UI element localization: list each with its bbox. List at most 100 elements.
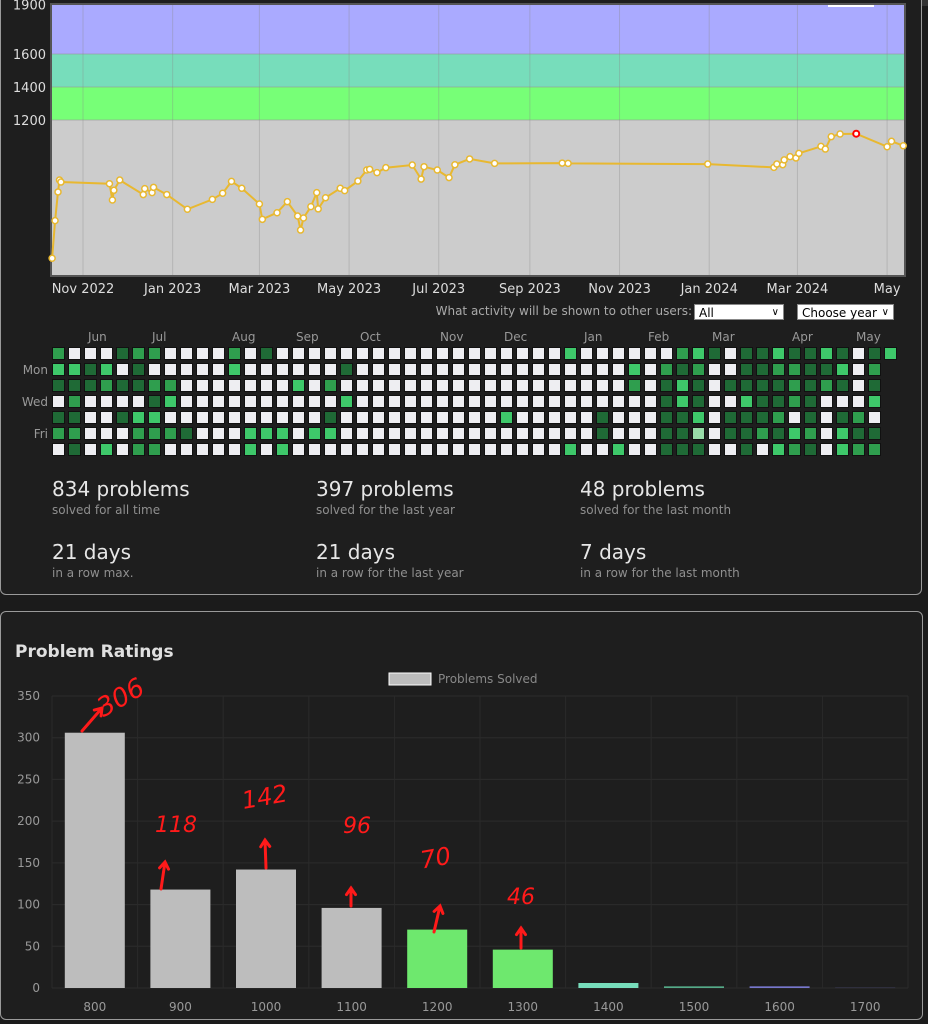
activity-day-cell[interactable] [228, 395, 241, 408]
activity-day-cell[interactable] [340, 411, 353, 424]
activity-day-cell[interactable] [868, 363, 881, 376]
activity-day-cell[interactable] [564, 363, 577, 376]
activity-day-cell[interactable] [324, 379, 337, 392]
activity-day-cell[interactable] [260, 363, 273, 376]
activity-day-cell[interactable] [164, 347, 177, 360]
activity-day-cell[interactable] [260, 411, 273, 424]
activity-day-cell[interactable] [596, 379, 609, 392]
visibility-select[interactable]: All ∨ [694, 304, 784, 320]
activity-day-cell[interactable] [772, 347, 785, 360]
activity-day-cell[interactable] [516, 427, 529, 440]
activity-day-cell[interactable] [484, 347, 497, 360]
activity-day-cell[interactable] [180, 443, 193, 456]
activity-day-cell[interactable] [852, 363, 865, 376]
activity-day-cell[interactable] [724, 395, 737, 408]
activity-day-cell[interactable] [132, 379, 145, 392]
activity-day-cell[interactable] [500, 411, 513, 424]
activity-day-cell[interactable] [228, 347, 241, 360]
activity-day-cell[interactable] [804, 379, 817, 392]
activity-day-cell[interactable] [692, 427, 705, 440]
activity-day-cell[interactable] [180, 411, 193, 424]
activity-day-cell[interactable] [868, 427, 881, 440]
activity-day-cell[interactable] [308, 379, 321, 392]
activity-day-cell[interactable] [628, 395, 641, 408]
activity-day-cell[interactable] [740, 427, 753, 440]
activity-day-cell[interactable] [708, 411, 721, 424]
activity-day-cell[interactable] [340, 443, 353, 456]
activity-day-cell[interactable] [676, 427, 689, 440]
activity-day-cell[interactable] [868, 395, 881, 408]
activity-day-cell[interactable] [436, 395, 449, 408]
activity-day-cell[interactable] [580, 443, 593, 456]
activity-day-cell[interactable] [516, 363, 529, 376]
activity-day-cell[interactable] [596, 395, 609, 408]
activity-day-cell[interactable] [164, 411, 177, 424]
activity-day-cell[interactable] [68, 411, 81, 424]
activity-day-cell[interactable] [628, 427, 641, 440]
activity-day-cell[interactable] [436, 379, 449, 392]
activity-day-cell[interactable] [308, 347, 321, 360]
activity-day-cell[interactable] [324, 427, 337, 440]
activity-day-cell[interactable] [292, 379, 305, 392]
activity-day-cell[interactable] [564, 411, 577, 424]
activity-day-cell[interactable] [788, 411, 801, 424]
activity-day-cell[interactable] [804, 443, 817, 456]
activity-day-cell[interactable] [164, 443, 177, 456]
activity-day-cell[interactable] [292, 363, 305, 376]
activity-day-cell[interactable] [740, 411, 753, 424]
activity-day-cell[interactable] [804, 411, 817, 424]
activity-day-cell[interactable] [244, 411, 257, 424]
activity-day-cell[interactable] [420, 363, 433, 376]
activity-day-cell[interactable] [68, 427, 81, 440]
activity-day-cell[interactable] [452, 443, 465, 456]
activity-day-cell[interactable] [756, 395, 769, 408]
activity-day-cell[interactable] [756, 347, 769, 360]
activity-day-cell[interactable] [500, 347, 513, 360]
activity-day-cell[interactable] [724, 443, 737, 456]
activity-day-cell[interactable] [404, 395, 417, 408]
activity-day-cell[interactable] [452, 347, 465, 360]
activity-day-cell[interactable] [84, 411, 97, 424]
activity-day-cell[interactable] [868, 347, 881, 360]
activity-day-cell[interactable] [148, 411, 161, 424]
activity-day-cell[interactable] [420, 411, 433, 424]
activity-day-cell[interactable] [132, 443, 145, 456]
activity-day-cell[interactable] [516, 395, 529, 408]
activity-day-cell[interactable] [100, 347, 113, 360]
activity-day-cell[interactable] [884, 347, 897, 360]
activity-day-cell[interactable] [276, 395, 289, 408]
activity-day-cell[interactable] [532, 395, 545, 408]
activity-day-cell[interactable] [820, 379, 833, 392]
activity-day-cell[interactable] [660, 443, 673, 456]
activity-day-cell[interactable] [260, 427, 273, 440]
activity-day-cell[interactable] [660, 347, 673, 360]
activity-day-cell[interactable] [628, 363, 641, 376]
activity-day-cell[interactable] [52, 395, 65, 408]
activity-day-cell[interactable] [228, 363, 241, 376]
activity-day-cell[interactable] [868, 379, 881, 392]
activity-day-cell[interactable] [660, 395, 673, 408]
activity-day-cell[interactable] [148, 363, 161, 376]
activity-day-cell[interactable] [436, 363, 449, 376]
activity-day-cell[interactable] [852, 347, 865, 360]
activity-day-cell[interactable] [484, 379, 497, 392]
activity-day-cell[interactable] [244, 443, 257, 456]
activity-day-cell[interactable] [740, 379, 753, 392]
activity-day-cell[interactable] [580, 363, 593, 376]
activity-day-cell[interactable] [100, 395, 113, 408]
activity-day-cell[interactable] [740, 395, 753, 408]
activity-day-cell[interactable] [420, 427, 433, 440]
activity-day-cell[interactable] [404, 379, 417, 392]
activity-day-cell[interactable] [260, 347, 273, 360]
activity-day-cell[interactable] [548, 395, 561, 408]
activity-day-cell[interactable] [788, 363, 801, 376]
activity-day-cell[interactable] [676, 379, 689, 392]
activity-day-cell[interactable] [500, 427, 513, 440]
activity-day-cell[interactable] [292, 443, 305, 456]
activity-day-cell[interactable] [772, 379, 785, 392]
activity-day-cell[interactable] [372, 379, 385, 392]
activity-day-cell[interactable] [500, 363, 513, 376]
activity-day-cell[interactable] [116, 427, 129, 440]
activity-day-cell[interactable] [580, 395, 593, 408]
activity-day-cell[interactable] [564, 395, 577, 408]
